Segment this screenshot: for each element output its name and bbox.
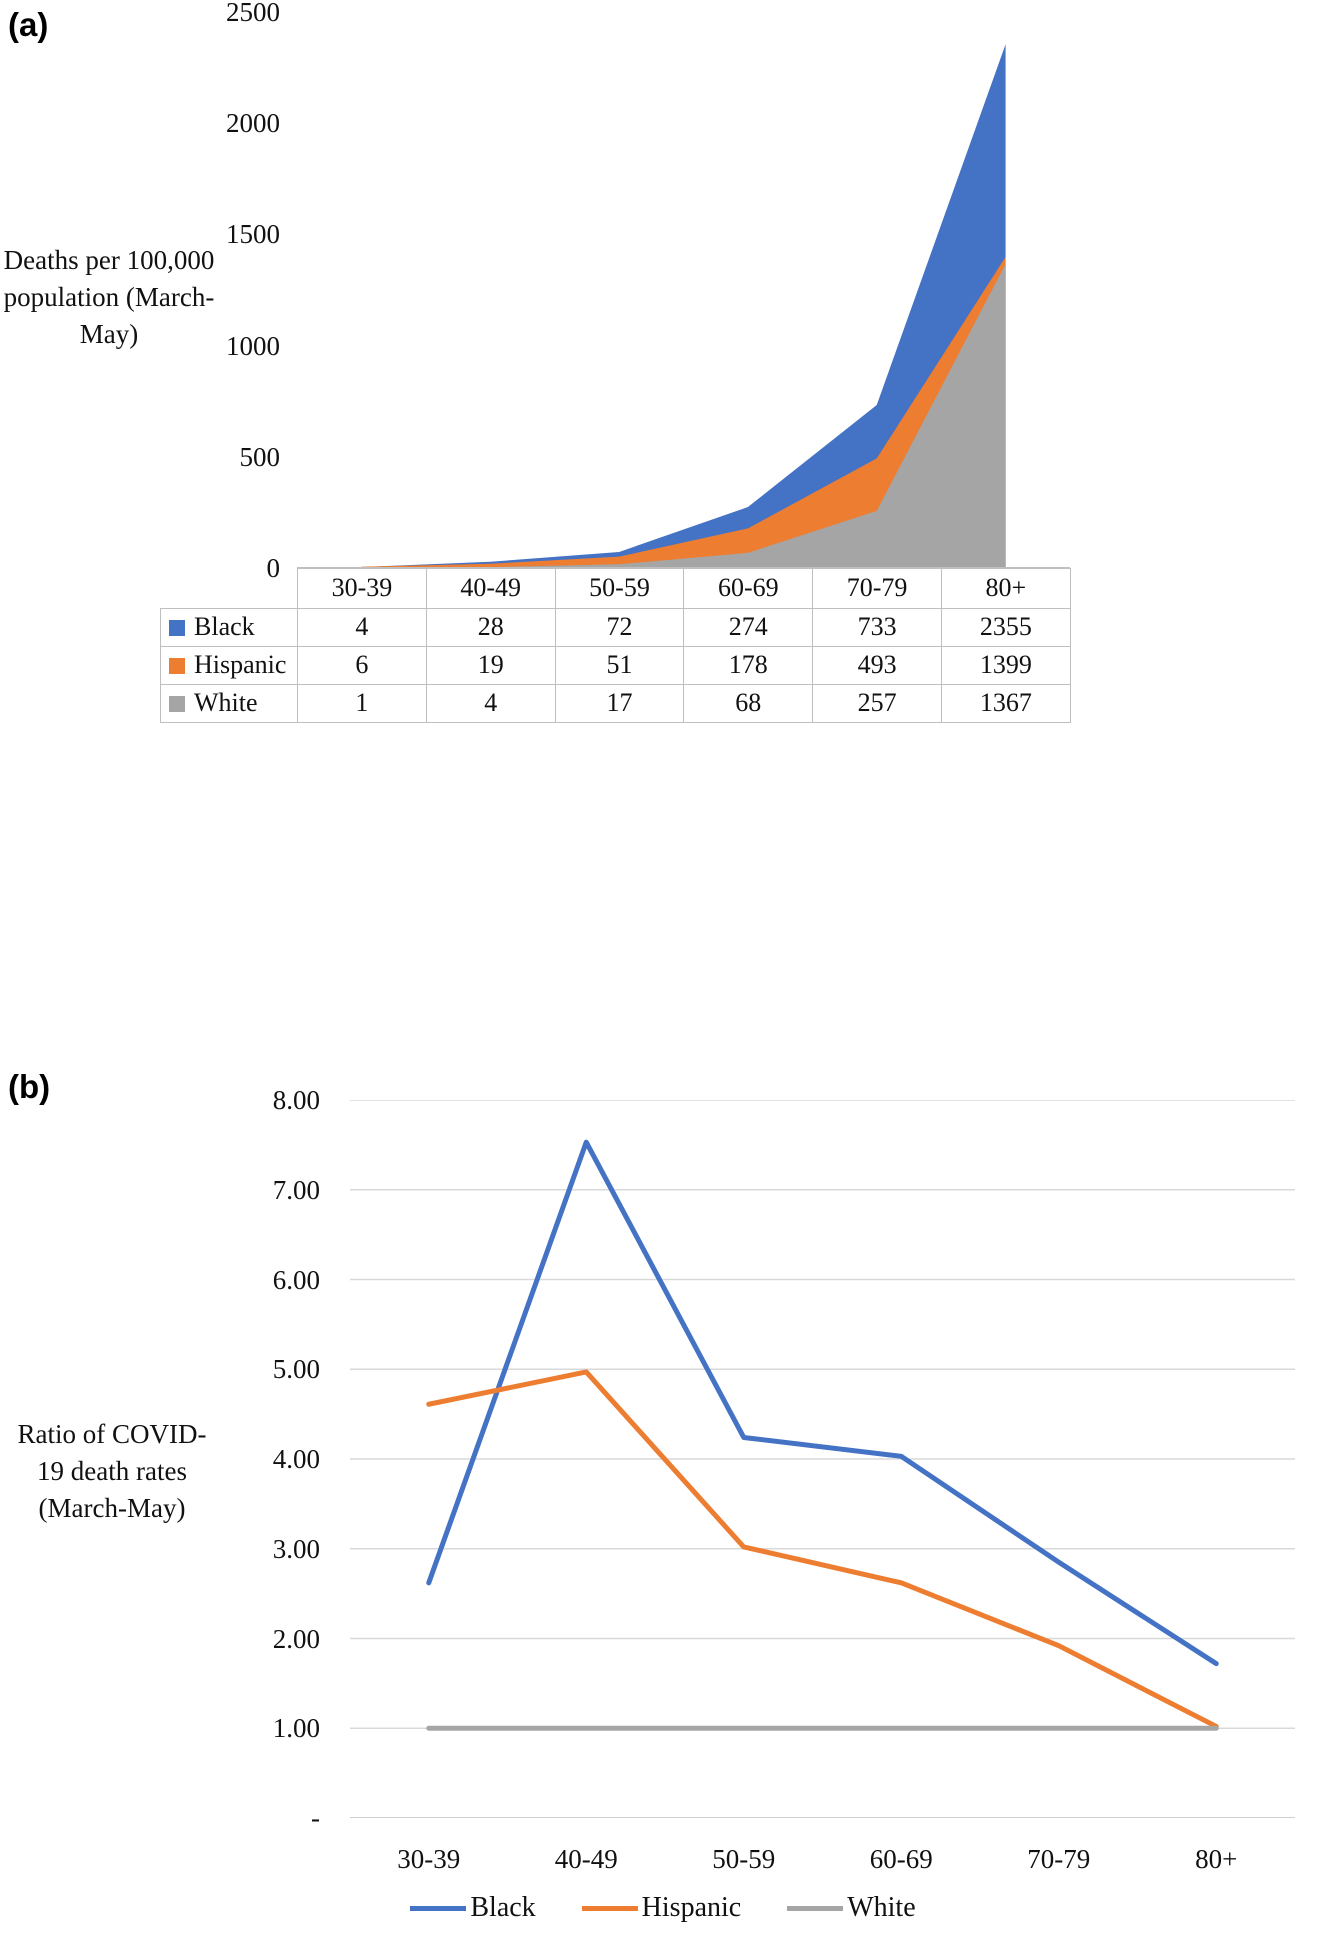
- table-value-cell: 68: [683, 683, 814, 723]
- x-axis-category-label: 80+: [1195, 1844, 1238, 1874]
- y-axis-tick-label: -: [311, 1803, 320, 1833]
- y-axis-tick-label: 7.00: [272, 1174, 320, 1205]
- y-axis-tick-label: 2500: [226, 0, 280, 27]
- legend-key-cell: Hispanic: [160, 645, 298, 685]
- area-chart: [361, 44, 1006, 568]
- x-axis-category-label: 60-69: [869, 1844, 933, 1874]
- age-group-header: 50-59: [554, 568, 685, 609]
- table-row-black: Black 4 28 72 274 733 2355: [160, 607, 1071, 647]
- table-value-cell: 1: [297, 683, 427, 723]
- y-axis-tick-label: 2000: [226, 108, 280, 139]
- age-group-header: 60-69: [683, 568, 814, 609]
- y-axis-title-line: May): [79, 319, 139, 349]
- table-value-cell: 1367: [940, 683, 1071, 723]
- legend-label: White: [847, 1892, 916, 1923]
- y-axis-tick-label: 6.00: [272, 1264, 320, 1295]
- line-series-hispanic: [426, 1369, 1219, 1729]
- legend-swatch-white: [169, 696, 185, 712]
- legend-key-cell: White: [160, 683, 298, 723]
- legend-label: Hispanic: [641, 1892, 742, 1923]
- y-axis-title-line: population (March-: [3, 282, 215, 312]
- age-group-header: 30-39: [297, 568, 427, 609]
- table-value-cell: 51: [554, 645, 685, 685]
- age-group-header: 80+: [940, 568, 1071, 609]
- area-series-black: [361, 44, 1006, 568]
- y-axis-tick-label: 1.00: [272, 1713, 320, 1744]
- table-value-cell: 72: [554, 607, 685, 647]
- table-value-cell: 4: [425, 683, 556, 723]
- y-axis-tick-label: 0: [266, 553, 281, 583]
- line-series-black: [426, 1139, 1219, 1667]
- table-value-cell: 178: [683, 645, 814, 685]
- panel-a-label: (a): [8, 6, 49, 43]
- y-axis-tick-label: 4.00: [272, 1444, 320, 1474]
- x-axis-category-label: 70-79: [1027, 1844, 1091, 1874]
- table-value-cell: 493: [812, 645, 942, 685]
- legend-item-black: Black: [410, 1892, 536, 1924]
- legend-line-swatch: [581, 1905, 638, 1911]
- y-axis-tick-label: 500: [239, 441, 281, 472]
- x-axis-category-label: 40-49: [554, 1844, 618, 1874]
- legend-swatch-hispanic: [169, 658, 185, 674]
- table-value-cell: 19: [425, 645, 556, 685]
- age-group-header: 70-79: [812, 568, 942, 609]
- table-value-cell: 257: [812, 683, 942, 723]
- series-name: Black: [194, 612, 255, 641]
- y-axis-tick-label: 1500: [226, 219, 280, 250]
- y-axis-tick-label: 1000: [226, 330, 280, 361]
- legend-label: Black: [470, 1892, 536, 1923]
- y-axis-title-line: 19 death rates: [37, 1456, 187, 1486]
- chart-legend: Black Hispanic White: [0, 1892, 1326, 1924]
- y-axis-title-line: Deaths per 100,000: [3, 245, 215, 275]
- table-row-white: White 1 4 17 68 257 1367: [160, 683, 1071, 723]
- legend-key-cell: Black: [160, 607, 298, 647]
- line-chart: [350, 1100, 1295, 1818]
- table-value-cell: 2355: [940, 607, 1071, 647]
- panel-b-label: (b): [8, 1068, 51, 1105]
- table-value-cell: 4: [297, 607, 427, 647]
- table-value-cell: 17: [554, 683, 685, 723]
- x-axis-category-label: 30-39: [397, 1844, 461, 1874]
- series-name: Hispanic: [194, 650, 287, 679]
- y-axis-title-line: (March-May): [38, 1493, 186, 1523]
- table-value-cell: 1399: [940, 645, 1071, 685]
- legend-line-swatch: [410, 1905, 467, 1911]
- legend-item-white: White: [787, 1892, 916, 1924]
- table-value-cell: 733: [812, 607, 942, 647]
- table-value-cell: 28: [425, 607, 556, 647]
- table-corner-cell: [161, 568, 298, 608]
- y-axis-tick-label: 5.00: [272, 1354, 320, 1385]
- y-axis-tick-label: 8.00: [272, 1085, 320, 1115]
- chart-data-table: 30-39 40-49 50-59 60-69 70-79 80+ Black 4 28 72 27…: [160, 568, 1071, 723]
- y-axis-tick-label: 3.00: [272, 1533, 320, 1564]
- table-row-hispanic: Hispanic 6 19 51 178 493 1399: [160, 645, 1071, 685]
- y-axis-title-line: Ratio of COVID-: [17, 1419, 207, 1449]
- age-group-header: 40-49: [425, 568, 556, 609]
- area-series-hispanic: [361, 256, 1006, 568]
- y-axis-title-a: Deaths per 100,000 population (March- Ma…: [0, 242, 218, 353]
- legend-line-swatch: [787, 1905, 844, 1911]
- y-axis-title-b: Ratio of COVID- 19 death rates (March-Ma…: [0, 1416, 224, 1527]
- table-header-row: 30-39 40-49 50-59 60-69 70-79 80+: [161, 568, 1071, 609]
- table-value-cell: 6: [297, 645, 427, 685]
- table-value-cell: 274: [683, 607, 814, 647]
- y-axis-tick-label: 2.00: [272, 1623, 320, 1654]
- area-series-white: [361, 263, 1006, 568]
- legend-swatch-black: [169, 620, 185, 636]
- legend-item-hispanic: Hispanic: [581, 1892, 742, 1924]
- x-axis-category-label: 50-59: [712, 1844, 776, 1874]
- series-name: White: [194, 688, 258, 717]
